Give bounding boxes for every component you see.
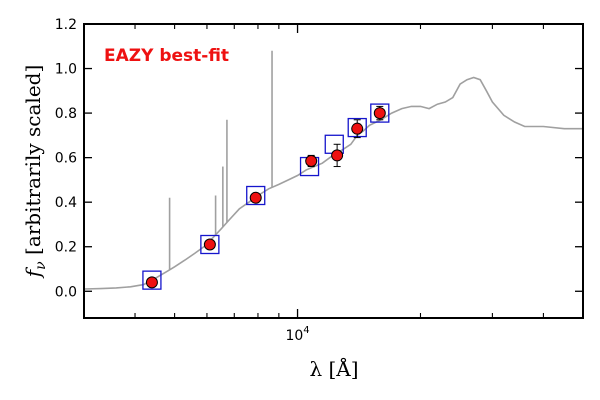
model-box-2 [246,185,266,206]
y-tick-label-3: 0.6 [55,151,77,167]
x-axis-label: λ [Å] [309,356,358,381]
data-point-3 [305,154,318,167]
x-tick-label-base-0: 10 [285,328,303,344]
data-point-6 [373,107,386,120]
model-box-1 [200,234,220,255]
plot-layer [84,50,583,290]
y-tick-label-0: 0.0 [55,284,77,300]
y-axis-label-text: [arbitrarily scaled] [21,65,45,262]
y-axis-label: fν [arbitrarily scaled] [21,65,49,280]
data-point-4 [331,149,344,162]
y-tick-label-1: 0.2 [55,240,77,256]
x-tick-label-0: 104 [285,325,309,344]
y-tick-label-6: 1.2 [55,17,77,33]
data-point-0 [145,276,158,289]
y-tick-label-2: 0.4 [55,195,77,211]
axes-layer: 0.0 0.2 0.4 0.6 0.8 1.0 1.2 104 [55,17,584,344]
model-box-6 [370,103,390,123]
y-axis-label-sub: ν [33,261,49,270]
model-box-0 [142,270,162,290]
data-point-2 [249,191,262,204]
data-point-1 [203,238,216,251]
data-point-5 [351,122,364,135]
x-tick-label-exp-0: 4 [303,325,309,336]
y-tick-label-5: 1.0 [55,62,77,78]
plot-frame [83,23,584,319]
template-sed-line [84,76,583,290]
annotation-label: EAZY best-fit [104,46,229,66]
y-tick-label-4: 0.8 [55,106,77,122]
